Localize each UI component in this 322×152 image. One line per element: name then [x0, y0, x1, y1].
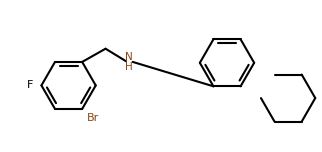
- Text: Br: Br: [87, 114, 99, 123]
- Text: N
H: N H: [125, 52, 133, 72]
- Text: F: F: [27, 80, 33, 90]
